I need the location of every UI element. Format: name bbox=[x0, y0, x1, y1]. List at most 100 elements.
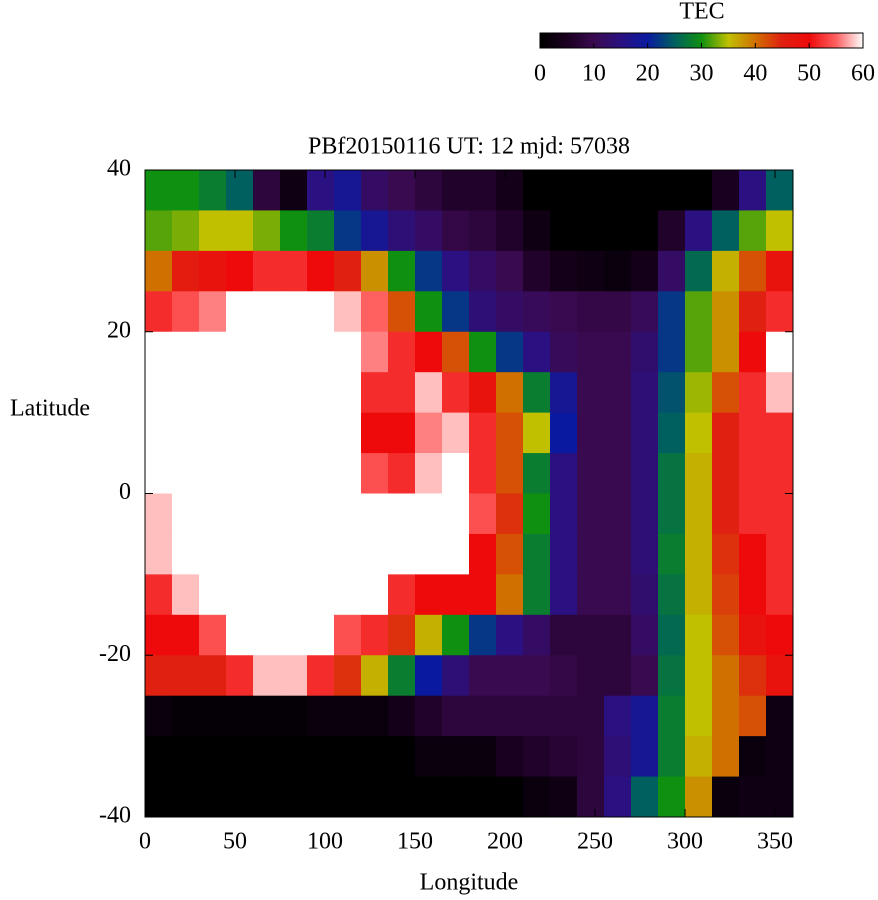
heatmap-cell bbox=[280, 453, 308, 494]
heatmap-cell bbox=[145, 533, 173, 575]
heatmap-cell bbox=[334, 412, 362, 454]
heatmap-cell bbox=[496, 695, 524, 737]
heatmap-cell bbox=[307, 170, 335, 211]
x-tick-label: 250 bbox=[577, 829, 613, 855]
heatmap-cell bbox=[766, 291, 794, 333]
heatmap-cell bbox=[415, 250, 443, 292]
heatmap-cell bbox=[388, 331, 416, 373]
heatmap-cell bbox=[550, 453, 578, 494]
heatmap-cell bbox=[307, 412, 335, 454]
heatmap-cell bbox=[577, 574, 605, 616]
heatmap-cell bbox=[334, 776, 362, 818]
heatmap-cell bbox=[442, 453, 470, 494]
heatmap-cell bbox=[712, 453, 740, 494]
heatmap-cell bbox=[712, 695, 740, 737]
heatmap-cell bbox=[550, 695, 578, 737]
heatmap-cell bbox=[172, 614, 200, 656]
heatmap-cell bbox=[469, 655, 497, 697]
heatmap-cell bbox=[226, 493, 254, 535]
heatmap-cell bbox=[523, 250, 551, 292]
heatmap-cell bbox=[226, 210, 254, 252]
heatmap-cell bbox=[361, 291, 389, 333]
heatmap-cell bbox=[253, 736, 281, 778]
heatmap-cell bbox=[361, 655, 389, 697]
heatmap-cell bbox=[172, 291, 200, 333]
heatmap-cell bbox=[145, 655, 173, 697]
heatmap-cell bbox=[388, 776, 416, 818]
y-axis-label: Latitude bbox=[10, 396, 90, 422]
heatmap-cell bbox=[199, 493, 227, 535]
heatmap-cell bbox=[496, 170, 524, 211]
heatmap-cell bbox=[739, 574, 767, 616]
heatmap-cell bbox=[739, 695, 767, 737]
heatmap-cell bbox=[199, 736, 227, 778]
heatmap-cell bbox=[685, 331, 713, 373]
heatmap-cell bbox=[739, 655, 767, 697]
heatmap-cell bbox=[523, 614, 551, 656]
heatmap-cell bbox=[145, 776, 173, 818]
heatmap-cell bbox=[253, 493, 281, 535]
heatmap-cell bbox=[307, 372, 335, 414]
heatmap-cell bbox=[658, 776, 686, 818]
heatmap-cell bbox=[307, 331, 335, 373]
heatmap-cell bbox=[199, 210, 227, 252]
heatmap-cell bbox=[145, 736, 173, 778]
x-tick-label: 50 bbox=[223, 829, 247, 855]
heatmap-cell bbox=[766, 250, 794, 292]
heatmap-cell bbox=[280, 170, 308, 211]
heatmap-cell bbox=[361, 372, 389, 414]
heatmap-cell bbox=[766, 412, 794, 454]
heatmap-cell bbox=[685, 493, 713, 535]
heatmap-cell bbox=[253, 453, 281, 494]
heatmap-cell bbox=[712, 412, 740, 454]
heatmap-cell bbox=[172, 533, 200, 575]
heatmap-cell bbox=[550, 655, 578, 697]
heatmap-cell bbox=[442, 574, 470, 616]
heatmap-cell bbox=[172, 250, 200, 292]
heatmap-cell bbox=[442, 331, 470, 373]
heatmap-cell bbox=[496, 736, 524, 778]
heatmap-cell bbox=[712, 614, 740, 656]
heatmap-cell bbox=[766, 655, 794, 697]
heatmap-cell bbox=[388, 453, 416, 494]
heatmap-cell bbox=[280, 695, 308, 737]
colorbar-tick-label: 40 bbox=[743, 61, 767, 87]
heatmap-cell bbox=[145, 372, 173, 414]
heatmap-cell bbox=[253, 412, 281, 454]
heatmap-cell bbox=[496, 291, 524, 333]
heatmap-cell bbox=[388, 412, 416, 454]
heatmap-cell bbox=[442, 695, 470, 737]
heatmap-cell bbox=[388, 736, 416, 778]
heatmap-cell bbox=[226, 372, 254, 414]
heatmap-cell bbox=[766, 170, 794, 211]
heatmap-cell bbox=[712, 574, 740, 616]
heatmap-cell bbox=[604, 776, 632, 818]
heatmap-cell bbox=[415, 453, 443, 494]
heatmap-cell bbox=[145, 493, 173, 535]
colorbar-tick-label: 60 bbox=[851, 61, 875, 87]
heatmap-cell bbox=[658, 291, 686, 333]
heatmap-cell bbox=[685, 736, 713, 778]
heatmap-cell bbox=[469, 372, 497, 414]
heatmap-cell bbox=[523, 210, 551, 252]
heatmap-cell bbox=[172, 776, 200, 818]
heatmap-cell bbox=[226, 170, 254, 211]
heatmap-cell bbox=[334, 493, 362, 535]
heatmap-cell bbox=[361, 614, 389, 656]
heatmap-cell bbox=[280, 250, 308, 292]
heatmap-cell bbox=[658, 695, 686, 737]
heatmap-cell bbox=[658, 736, 686, 778]
x-tick-label: 300 bbox=[667, 829, 703, 855]
heatmap-cell bbox=[577, 776, 605, 818]
heatmap-cell bbox=[334, 614, 362, 656]
heatmap-cell bbox=[685, 412, 713, 454]
heatmap-cell bbox=[604, 614, 632, 656]
heatmap-cell bbox=[739, 493, 767, 535]
heatmap-cell bbox=[172, 736, 200, 778]
heatmap-cell bbox=[712, 250, 740, 292]
heatmap-cell bbox=[334, 372, 362, 414]
y-tick-label: 20 bbox=[107, 317, 131, 343]
heatmap-cell bbox=[550, 493, 578, 535]
heatmap-cell bbox=[172, 372, 200, 414]
